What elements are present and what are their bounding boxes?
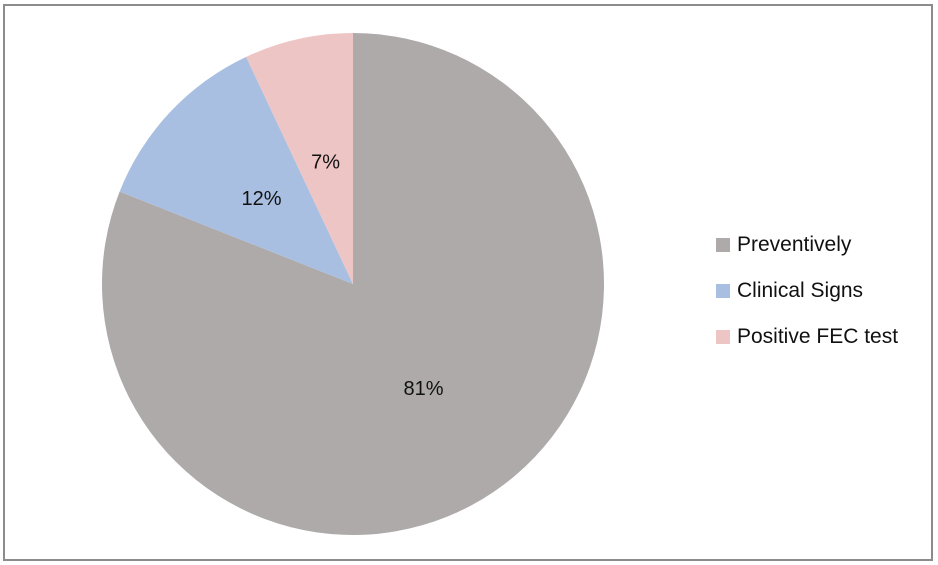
legend: Preventively Clinical Signs Positive FEC t… [716,222,898,360]
pie-slice-positive-fec-test [246,33,353,284]
pie-slice-clinical-signs [119,56,353,284]
legend-swatch [716,330,730,344]
legend-label: Positive FEC test [737,325,899,348]
legend-item: Clinical Signs [716,268,898,314]
data-label: 7% [311,152,340,174]
legend-label: Preventively [737,233,852,256]
legend-item: Positive FEC test [716,314,898,360]
legend-swatch [716,238,730,252]
chart-frame [3,4,933,561]
legend-item: Preventively [716,222,898,268]
data-label: 81% [404,378,444,400]
data-label: 12% [241,188,281,210]
legend-label: Clinical Signs [737,279,864,302]
legend-swatch [716,284,730,298]
